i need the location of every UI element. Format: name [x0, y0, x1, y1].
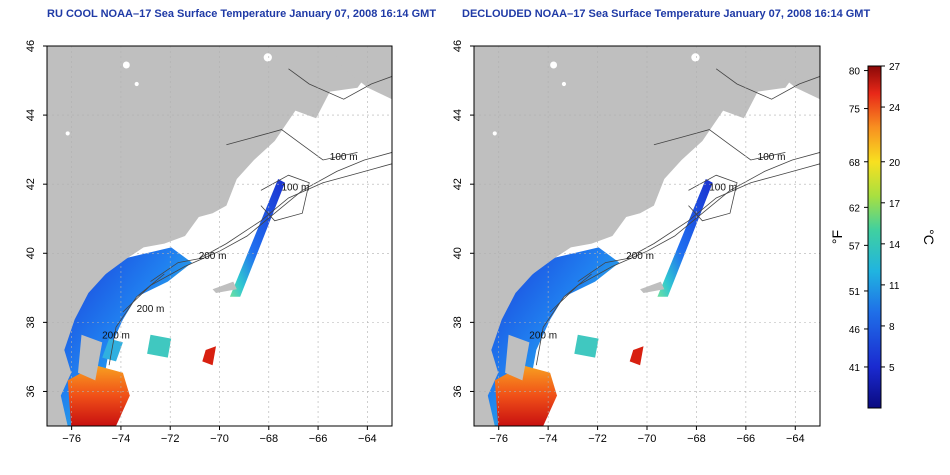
- lat-tick-label: 46: [25, 40, 37, 52]
- lake: [561, 81, 567, 87]
- sst-warm-eddy: [202, 346, 216, 366]
- left-map-panel: 100 m 100 m 200 m 200 m 200 m −76 −74 −72 −70 −68…: [25, 40, 393, 445]
- fahrenheit-tick-label: 41: [849, 363, 861, 374]
- lon-tick-label: −68: [687, 433, 706, 445]
- coastline-land: [47, 46, 392, 426]
- lon-tick-label: −76: [489, 433, 508, 445]
- celsius-tick-label: 17: [889, 199, 901, 210]
- map-content: 100 m 100 m 200 m 200 m 200 m: [47, 46, 392, 426]
- lat-tick-label: 42: [452, 178, 464, 190]
- left-panel-title: RU COOL NOAA–17 Sea Surface Temperature …: [47, 8, 437, 20]
- lake: [134, 81, 139, 87]
- lat-tick-label: 44: [25, 109, 37, 121]
- celsius-tick-label: 11: [889, 281, 900, 292]
- fahrenheit-unit-label: °F: [829, 230, 845, 244]
- lon-tick-label: −64: [786, 433, 805, 445]
- contour-label: 200 m: [626, 251, 654, 262]
- lon-tick-label: −70: [210, 433, 229, 445]
- contour-label: 100 m: [330, 152, 358, 163]
- lon-tick-label: −72: [588, 433, 607, 445]
- lat-tick-label: 44: [452, 109, 464, 121]
- lat-tick-label: 38: [452, 316, 464, 328]
- lon-tick-label: −68: [259, 433, 278, 445]
- celsius-tick-label: 14: [889, 240, 901, 251]
- long-island-land: [640, 281, 665, 293]
- contour-label: 200 m: [137, 304, 165, 315]
- bathymetry-contour: [535, 273, 592, 366]
- colorbar-gradient: [867, 65, 882, 409]
- nova-scotia-land: [757, 46, 820, 100]
- chesapeake-land: [78, 334, 103, 381]
- lon-tick-label: −70: [638, 433, 657, 445]
- celsius-tick-label: 20: [889, 158, 901, 169]
- celsius-unit-label: °C: [921, 229, 937, 245]
- fahrenheit-tick-label: 62: [849, 203, 861, 214]
- fahrenheit-tick-label: 51: [849, 287, 861, 298]
- lon-tick-label: −66: [309, 433, 328, 445]
- sst-cloud-patch: [102, 338, 123, 362]
- bathymetry-contour: [288, 68, 392, 100]
- contour-label: 200 m: [529, 331, 557, 342]
- lat-tick-label: 40: [452, 247, 464, 259]
- bathymetry-contour: [653, 129, 786, 161]
- lon-tick-label: −64: [358, 433, 377, 445]
- chesapeake-land: [505, 334, 530, 381]
- lat-tick-label: 42: [25, 178, 37, 190]
- lake: [550, 61, 558, 69]
- fahrenheit-tick-label: 57: [849, 241, 861, 252]
- nova-scotia-land: [329, 46, 392, 100]
- bathymetry-contour: [549, 152, 820, 313]
- lat-tick-label: 36: [25, 385, 37, 397]
- celsius-tick-label: 24: [889, 103, 901, 114]
- bathymetry-contour: [688, 174, 738, 222]
- sst-patch: [147, 334, 172, 358]
- lat-tick-label: 40: [25, 247, 37, 259]
- bathymetry-contour: [122, 152, 392, 313]
- celsius-tick-label: 27: [889, 62, 901, 73]
- lake: [65, 131, 70, 136]
- contour-label: 100 m: [709, 182, 737, 193]
- lake: [122, 61, 130, 69]
- gulf-stream-warm-water: [67, 365, 130, 426]
- right-panel-title: DECLOUDED NOAA–17 Sea Surface Temperatur…: [462, 8, 871, 20]
- lat-tick-label: 46: [452, 40, 464, 52]
- satellite-swath-strip: [657, 179, 713, 297]
- celsius-tick-label: 5: [889, 363, 895, 374]
- contour-label: 200 m: [102, 331, 130, 342]
- sst-patch: [574, 334, 599, 358]
- bathymetry-contour: [260, 174, 310, 222]
- right-map-panel: 100 m 100 m 200 m 200 m −76 −74 −72 −70 −68 −66 −6…: [452, 40, 821, 445]
- fahrenheit-tick-label: 46: [849, 325, 861, 336]
- long-island-land: [212, 281, 237, 293]
- lat-tick-label: 36: [452, 385, 464, 397]
- sst-warm-eddy: [629, 346, 644, 366]
- lon-tick-label: −74: [112, 433, 131, 445]
- bathymetry-contour: [150, 163, 392, 282]
- gulf-stream-warm-water: [494, 365, 557, 426]
- bathymetry-contour: [226, 129, 358, 161]
- celsius-tick-label: 8: [889, 322, 895, 333]
- lake: [263, 53, 272, 62]
- lon-tick-label: −72: [161, 433, 180, 445]
- contour-label: 100 m: [758, 152, 786, 163]
- bathymetry-contour: [577, 163, 820, 282]
- satellite-swath-strip: [229, 179, 285, 297]
- lon-tick-label: −74: [539, 433, 558, 445]
- fahrenheit-tick-label: 75: [849, 105, 861, 116]
- coastline-land: [474, 46, 820, 426]
- lake: [691, 53, 700, 62]
- map-content: 100 m 100 m 200 m 200 m: [474, 46, 820, 426]
- bathymetry-contour: [108, 273, 165, 366]
- lon-tick-label: −66: [737, 433, 756, 445]
- contour-label: 100 m: [282, 182, 310, 193]
- lat-tick-label: 38: [25, 316, 37, 328]
- fahrenheit-tick-label: 80: [849, 67, 861, 78]
- bathymetry-contour: [715, 68, 820, 100]
- lon-tick-label: −76: [62, 433, 81, 445]
- lake: [492, 131, 497, 136]
- contour-label: 200 m: [199, 251, 227, 262]
- fahrenheit-tick-label: 68: [849, 158, 861, 169]
